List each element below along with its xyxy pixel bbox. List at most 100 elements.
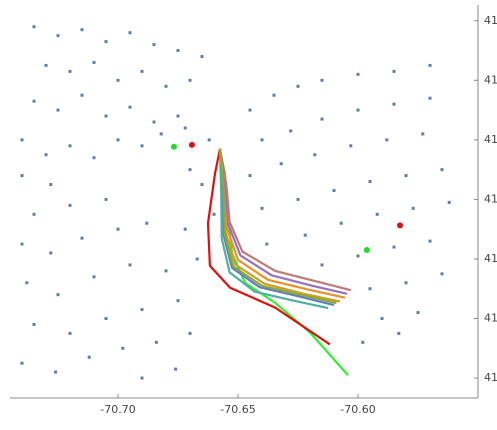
mesh-node <box>356 254 360 258</box>
mesh-node <box>447 200 451 204</box>
mesh-node <box>440 272 444 276</box>
mesh-node <box>332 188 336 192</box>
trajectory <box>218 148 352 292</box>
y-tick-label: 41.44 <box>484 371 497 384</box>
mesh-node <box>265 242 269 246</box>
mesh-node <box>248 174 252 178</box>
mesh-node <box>80 28 84 32</box>
mesh-node <box>104 197 108 201</box>
mesh-node <box>356 72 360 76</box>
mesh-node <box>380 317 384 321</box>
mesh-node <box>104 114 108 118</box>
y-tick-label: 41.50 <box>484 192 497 205</box>
mesh-node <box>385 138 389 142</box>
mesh-node <box>49 183 53 187</box>
mesh-node <box>154 340 158 344</box>
trajectory <box>218 148 346 299</box>
mesh-node <box>116 227 120 231</box>
mesh-node <box>183 126 187 130</box>
mesh-node <box>20 138 24 142</box>
mesh-node <box>164 84 168 88</box>
mesh-node <box>20 242 24 246</box>
mesh-node <box>176 49 180 53</box>
mesh-node <box>404 281 408 285</box>
mesh-node <box>195 257 199 261</box>
mesh-node <box>440 168 444 172</box>
point <box>188 141 195 148</box>
mesh-node <box>279 162 283 166</box>
mesh-node <box>421 132 425 136</box>
mesh-node <box>397 331 401 335</box>
mesh-node <box>392 245 396 249</box>
mesh-node <box>411 206 415 210</box>
mesh-node <box>44 153 48 157</box>
trajectory <box>218 148 337 305</box>
mesh-node <box>289 129 293 133</box>
mesh-node <box>128 105 132 109</box>
mesh-node <box>339 221 343 225</box>
mesh-node <box>56 34 60 38</box>
mesh-node <box>116 138 120 142</box>
mesh-node <box>392 69 396 73</box>
mesh-node <box>121 346 125 350</box>
mesh-node <box>145 221 149 225</box>
x-tick-label: -70.65 <box>220 403 255 416</box>
mesh-node <box>375 212 379 216</box>
mesh-node <box>32 212 36 216</box>
mesh-node <box>68 331 72 335</box>
mesh-node <box>207 138 211 142</box>
point <box>170 143 177 150</box>
mesh-node <box>68 144 72 148</box>
mesh-node <box>68 203 72 207</box>
mesh-node <box>200 55 204 59</box>
mesh-node <box>80 93 84 97</box>
mesh-node <box>104 40 108 44</box>
mesh-node <box>140 69 144 73</box>
mesh-node <box>164 269 168 273</box>
mesh-node <box>32 25 36 29</box>
mesh-node <box>176 299 180 303</box>
mesh-node <box>320 263 324 267</box>
mesh-node <box>68 69 72 73</box>
mesh-node <box>188 78 192 82</box>
mesh-node <box>320 78 324 82</box>
mesh-node <box>313 153 317 157</box>
mesh-node <box>116 78 120 82</box>
mesh-node <box>54 370 58 374</box>
mesh-node <box>159 132 163 136</box>
mesh-node <box>260 206 264 210</box>
mesh-node <box>32 322 36 326</box>
trajectory <box>218 150 349 376</box>
mesh-node <box>128 31 132 35</box>
mesh-node <box>92 156 96 160</box>
mesh-node <box>188 331 192 335</box>
mesh-node <box>188 168 192 172</box>
mesh-node <box>56 293 60 297</box>
mesh-node <box>260 138 264 142</box>
mesh-node <box>92 275 96 279</box>
y-tick-label: 41.48 <box>484 252 497 265</box>
mesh-node <box>392 102 396 106</box>
mesh-node <box>20 361 24 365</box>
y-tick-label: 41.52 <box>484 133 497 146</box>
mesh-node <box>56 108 60 112</box>
mesh-node <box>87 355 91 359</box>
mesh-node <box>320 117 324 121</box>
mesh-node <box>80 236 84 240</box>
point <box>397 222 403 229</box>
mesh-node <box>49 251 53 255</box>
mesh-node <box>92 60 96 64</box>
y-tick-label: 41.54 <box>484 73 497 86</box>
mesh-node <box>296 84 300 88</box>
trajectory <box>218 148 329 310</box>
mesh-node <box>428 63 432 67</box>
trajectory <box>218 148 348 295</box>
mesh-node <box>176 114 180 118</box>
mesh-node <box>20 174 24 178</box>
mesh-node <box>416 311 420 315</box>
point <box>363 247 370 254</box>
mesh-node <box>152 120 156 124</box>
y-tick-label: 41.56 <box>484 14 497 27</box>
mesh-node <box>44 63 48 67</box>
